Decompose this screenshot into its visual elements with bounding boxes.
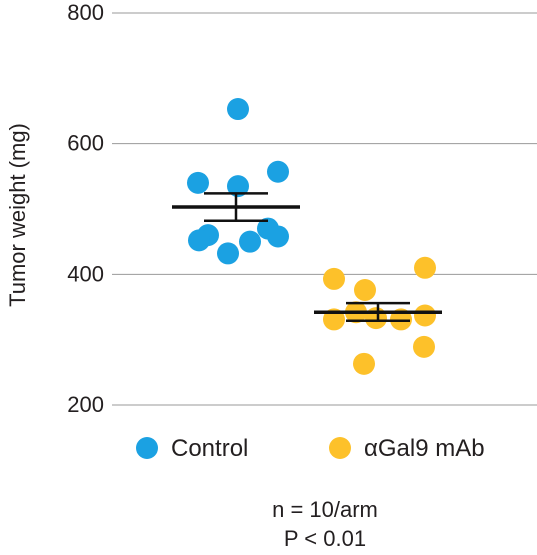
control-point (227, 175, 249, 198)
gridlines (112, 12, 537, 406)
control-point (267, 160, 289, 183)
control-point (227, 98, 249, 121)
agal9-point (365, 307, 387, 330)
legend-swatch (136, 437, 158, 459)
legend-swatch (329, 437, 351, 459)
agal9-point (353, 352, 375, 375)
control-point (187, 171, 209, 194)
sample-size-note: n = 10/arm (272, 497, 378, 522)
agal9-point (414, 304, 436, 327)
data-points (187, 98, 436, 375)
legend-label: Control (171, 435, 248, 462)
control-point (267, 225, 289, 248)
control-point (239, 230, 261, 253)
agal9-point (413, 335, 435, 358)
control-point (188, 229, 210, 252)
y-tick-label: 200 (67, 392, 104, 417)
y-tick-labels: 200 400 600 800 (67, 0, 104, 417)
legend-label: αGal9 mAb (364, 435, 485, 462)
y-axis-label: Tumor weight (mg) (5, 123, 30, 307)
y-tick-label: 600 (67, 131, 104, 156)
y-tick-label: 400 (67, 261, 104, 286)
agal9-point (354, 279, 376, 302)
mean-sem-bars (172, 192, 442, 322)
agal9-point (414, 256, 436, 279)
y-tick-label: 800 (67, 0, 104, 25)
agal9-point (323, 267, 345, 290)
control-point (217, 242, 239, 265)
p-value-note: P < 0.01 (283, 526, 367, 551)
legend: Control αGal9 mAb (136, 435, 485, 462)
